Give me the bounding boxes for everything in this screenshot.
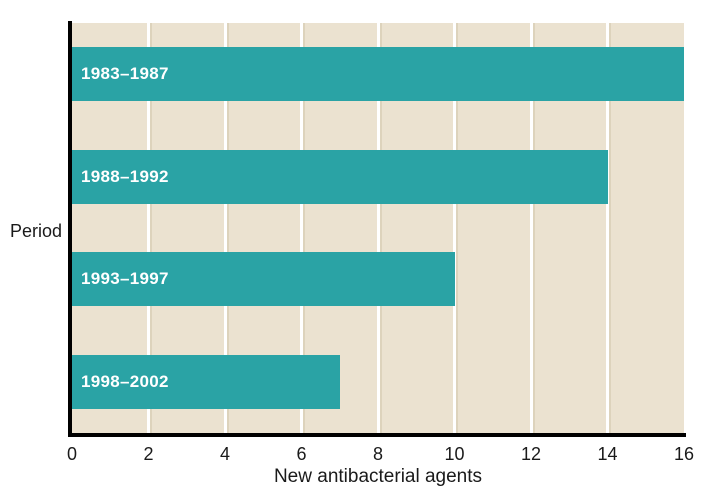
y-axis-line [68,21,72,437]
x-tick-label: 4 [219,444,231,464]
gridline [606,23,609,433]
x-tick-label: 14 [597,444,618,464]
bar: 1998–2002 [72,354,340,409]
bar-category-label: 1983–1987 [81,64,169,84]
bar: 1993–1997 [72,252,455,307]
x-tick-label: 16 [673,444,695,464]
bar: 1983–1987 [72,47,684,102]
x-tick-label: 8 [372,444,384,464]
bar-category-label: 1993–1997 [81,269,169,289]
bar-category-label: 1998–2002 [81,371,169,391]
x-tick-label: 0 [66,444,78,464]
x-axis-label: New antibacterial agents [273,466,483,487]
bar-category-label: 1988–1992 [81,166,169,186]
x-tick-label: 10 [444,444,465,464]
gridline [147,23,150,433]
y-axis-label: Period [10,221,63,241]
x-tick-label: 12 [520,444,542,464]
gridline [300,23,303,433]
x-axis-line [68,433,686,437]
gridline [376,23,380,433]
gridline [529,23,533,433]
gridline [223,23,227,433]
plot-area: 1983–1987 1988–1992 1993–1997 1998–2002 [72,23,684,433]
bar: 1988–1992 [72,149,608,204]
x-tick-label: 2 [143,444,154,464]
gridline [453,23,456,433]
x-tick-label: 6 [296,444,307,464]
